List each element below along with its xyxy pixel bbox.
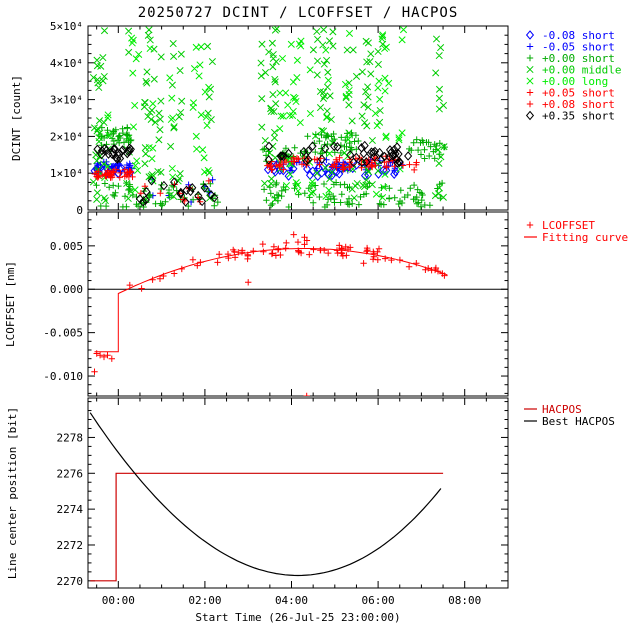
legend-label: Best HACPOS bbox=[542, 415, 615, 428]
dcint-scatter bbox=[89, 26, 448, 210]
legend-marker-plus bbox=[526, 54, 534, 62]
y-axis-title-hacpos: Line center position [bit] bbox=[6, 407, 19, 579]
lcoffset-points bbox=[91, 231, 448, 396]
y-axis-title-dcint: DCINT [count] bbox=[10, 75, 23, 161]
y-tick-label-lcoffset: 0.005 bbox=[50, 240, 83, 253]
series-p000-middle bbox=[89, 26, 448, 205]
series-m005-short bbox=[94, 156, 406, 206]
legend-marker-plus bbox=[526, 221, 534, 229]
legend-label: +0.35 short bbox=[542, 110, 615, 123]
legend-label: Fitting curve bbox=[542, 231, 628, 244]
x-tick-label: 06:00 bbox=[362, 594, 395, 607]
y-tick-label-hacpos: 2274 bbox=[57, 503, 84, 516]
y-tick-label-dcint: 0 bbox=[76, 204, 83, 217]
best-hacpos-curve bbox=[89, 412, 442, 577]
legend-marker-plus bbox=[526, 43, 534, 50]
y-axis-title-lcoffset: LCOFFSET [nm] bbox=[4, 261, 17, 347]
legend-label: +0.00 long bbox=[542, 75, 608, 88]
legend-label: -0.08 short bbox=[542, 29, 615, 42]
legend-marker-x bbox=[526, 77, 534, 85]
legend-marker-diamond bbox=[525, 30, 535, 40]
panel-lcoffset: -0.010 -0.005 0.000 0.005 LCOFFSET [nm] bbox=[4, 211, 509, 397]
panel-frame-hacpos bbox=[87, 397, 509, 589]
panel-hacpos: 2270 2272 2274 2276 2278 Line center position… bbox=[6, 397, 509, 589]
legend-label: +0.08 short bbox=[542, 98, 615, 111]
y-tick-label-hacpos: 2276 bbox=[57, 467, 84, 480]
y-tick-label-hacpos: 2270 bbox=[57, 575, 84, 588]
y-tick-label-hacpos: 2272 bbox=[57, 539, 84, 552]
legend-label: +0.00 short bbox=[542, 52, 615, 65]
legend-marker-plus bbox=[526, 100, 534, 108]
y-tick-label-dcint: 5×10⁴ bbox=[50, 20, 83, 33]
x-tick-label: 02:00 bbox=[188, 594, 221, 607]
hacpos-line bbox=[90, 472, 444, 582]
x-tick-label: 00:00 bbox=[102, 594, 135, 607]
panel-frame-lcoffset bbox=[87, 211, 509, 397]
legend-marker-diamond bbox=[525, 110, 535, 121]
y-tick-label-dcint: 2×10⁴ bbox=[50, 130, 83, 143]
y-tick-label-lcoffset: -0.005 bbox=[43, 327, 83, 340]
legend-label: +0.00 middle bbox=[542, 64, 621, 77]
hacpos-layer bbox=[89, 412, 444, 582]
legend-label: -0.05 short bbox=[542, 41, 615, 54]
y-tick-label-hacpos: 2278 bbox=[57, 431, 84, 444]
legend-marker-x bbox=[526, 65, 534, 74]
y-tick-label-lcoffset: 0.000 bbox=[50, 283, 83, 296]
series-p035-short bbox=[93, 140, 413, 207]
y-tick-label-dcint: 1×10⁴ bbox=[50, 167, 83, 180]
x-axis-title: Start Time (26-Jul-25 23:00:00) bbox=[195, 611, 400, 624]
lcoffset-layer bbox=[88, 231, 508, 396]
legend-marker-plus bbox=[526, 89, 534, 96]
legend-label: LCOFFSET bbox=[542, 219, 595, 232]
plot-title: 20250727 DCINT / LCOFFSET / HACPOS bbox=[138, 5, 459, 21]
y-tick-label-lcoffset: -0.010 bbox=[43, 370, 83, 383]
fitting-curve bbox=[94, 248, 448, 353]
panel-dcint: 0 1×10⁴ 2×10⁴ 3×10⁴ 4×10⁴ 5×10⁴ DCINT [count] bbox=[10, 20, 509, 217]
legend-dcint: -0.08 short-0.05 short+0.00 short+0.00 m… bbox=[525, 29, 621, 123]
y-tick-label-dcint: 3×10⁴ bbox=[50, 94, 83, 107]
x-tick-label: 04:00 bbox=[275, 594, 308, 607]
y-tick-label-dcint: 4×10⁴ bbox=[50, 57, 83, 70]
legend-label: +0.05 short bbox=[542, 87, 615, 100]
legend-label: HACPOS bbox=[542, 403, 582, 416]
x-tick-label: 08:00 bbox=[448, 594, 481, 607]
